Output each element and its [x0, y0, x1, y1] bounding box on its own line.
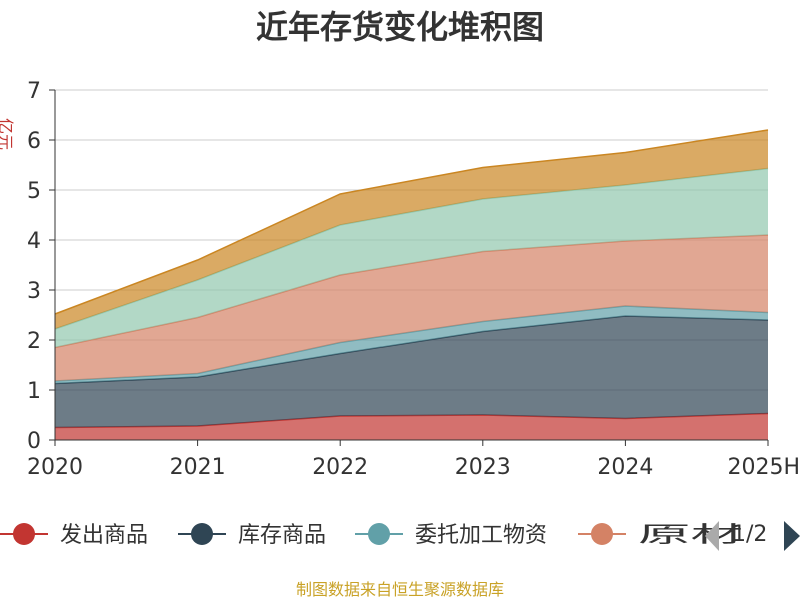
y-tick-labels: 0 1 2 3 4 5 6 7 — [27, 79, 55, 454]
y-tick-label: 0 — [27, 429, 41, 454]
legend-marker — [368, 523, 390, 545]
x-tick-label: 2021 — [170, 455, 226, 480]
legend-marker — [191, 523, 213, 545]
y-tick-label: 4 — [27, 229, 41, 254]
area-series-1 — [55, 316, 768, 428]
x-tick-label: 2024 — [597, 455, 653, 480]
source-note: 制图数据来自恒生聚源数据库 — [296, 580, 504, 599]
area-series-line-5 — [54, 129, 769, 315]
legend-item[interactable]: 原材 — [578, 523, 743, 548]
legend[interactable]: 发出商品 库存商品 委托加工物资 原材 — [0, 523, 743, 548]
x-tick-label: 2022 — [312, 455, 368, 480]
x-tick-label: 2025H — [727, 455, 800, 480]
pager-indicator: 1/2 — [732, 522, 767, 547]
y-tick-label: 7 — [27, 79, 41, 104]
legend-label: 发出商品 — [60, 523, 148, 548]
x-tick-labels: 2020 2021 2022 2023 2024 2025H — [27, 440, 800, 480]
y-tick-label: 3 — [27, 279, 41, 304]
legend-marker — [591, 523, 613, 545]
area-series-0 — [55, 413, 768, 440]
legend-item[interactable]: 库存商品 — [178, 523, 326, 548]
pager-next-icon[interactable] — [784, 521, 800, 551]
chart-title: 近年存货变化堆积图 — [256, 8, 544, 46]
y-tick-label: 6 — [27, 129, 41, 154]
area-series-5 — [55, 130, 768, 329]
area-series-3 — [55, 235, 768, 381]
axes — [54, 90, 768, 441]
y-axis-label: 亿元 — [0, 118, 15, 150]
legend-item[interactable]: 发出商品 — [0, 523, 148, 548]
x-tick-label: 2020 — [27, 455, 83, 480]
y-tick-label: 2 — [27, 329, 41, 354]
legend-label: 原材 — [638, 523, 743, 548]
legend-marker — [13, 523, 35, 545]
pager-prev-icon[interactable] — [705, 521, 719, 551]
area-series-4 — [55, 168, 768, 348]
legend-label: 库存商品 — [238, 523, 326, 548]
area-series — [54, 129, 769, 440]
legend-pager: 1/2 — [705, 521, 800, 551]
legend-label: 委托加工物资 — [415, 523, 547, 548]
x-tick-label: 2023 — [455, 455, 511, 480]
y-tick-label: 5 — [27, 179, 41, 204]
area-series-2 — [55, 306, 768, 384]
y-tick-label: 1 — [27, 379, 41, 404]
legend-item[interactable]: 委托加工物资 — [355, 523, 547, 548]
